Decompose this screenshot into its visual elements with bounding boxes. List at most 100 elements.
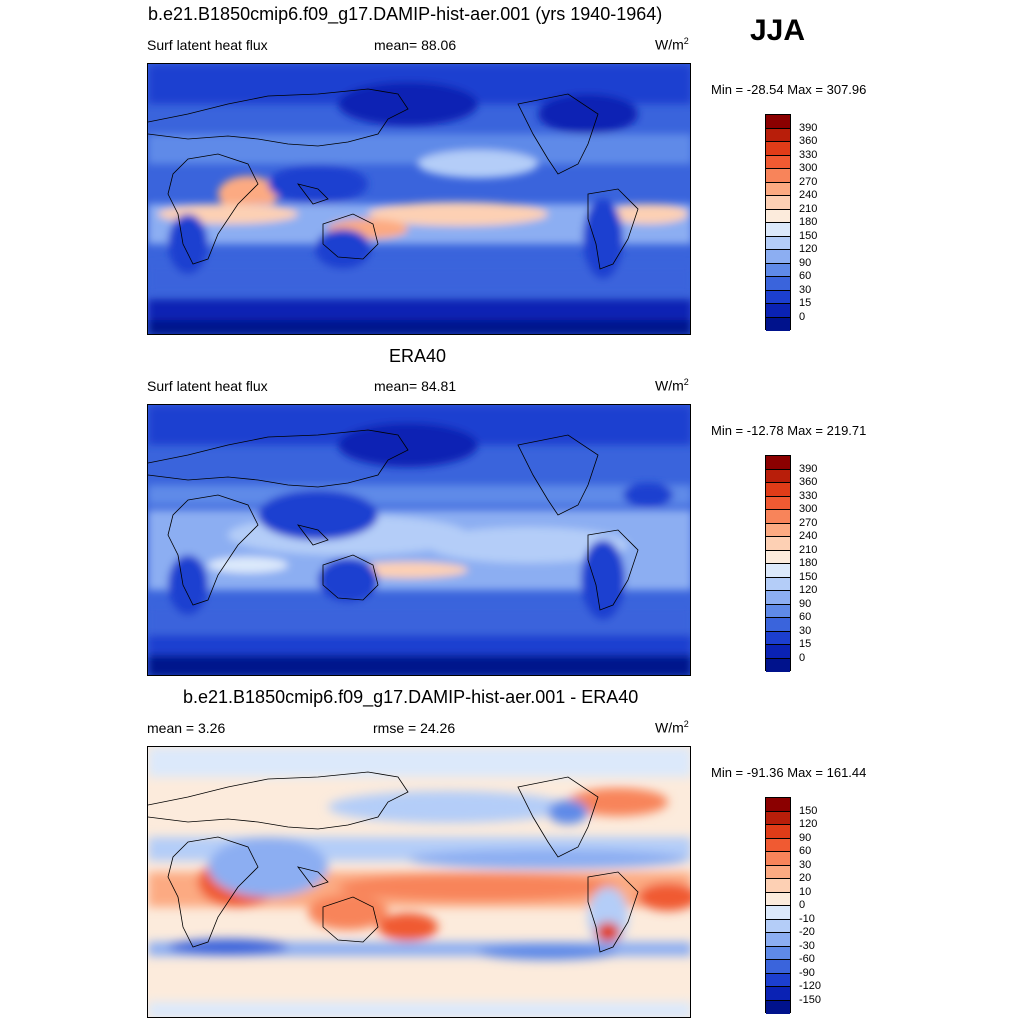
colorbar-tick-label: 150 xyxy=(799,804,818,817)
panel1-variable-label: Surf latent heat flux xyxy=(147,37,268,53)
colorbar-swatch xyxy=(766,1000,790,1014)
colorbar-swatch xyxy=(766,645,790,659)
colorbar-swatch xyxy=(766,537,790,551)
colorbar-swatch xyxy=(766,277,790,291)
colorbar-tick-label: 270 xyxy=(799,516,818,529)
colorbar-tick-label: 0 xyxy=(799,310,806,323)
colorbar-swatch xyxy=(766,223,790,237)
colorbar-swatch xyxy=(766,618,790,632)
panel3-mean-label: mean = 3.26 xyxy=(147,720,226,736)
colorbar-swatch xyxy=(766,236,790,250)
colorbar-tick-label: -10 xyxy=(799,912,815,925)
colorbar-tick-label: -90 xyxy=(799,966,815,979)
colorbar-tick-label: -150 xyxy=(799,993,822,1006)
colorbar-swatch xyxy=(766,933,790,947)
colorbar-tick-label: 60 xyxy=(799,611,812,623)
colorbar-tick-label: 150 xyxy=(799,570,818,583)
colorbar-swatch xyxy=(766,811,790,825)
colorbar-tick-label: 90 xyxy=(799,597,812,610)
colorbar-tick-label: -20 xyxy=(799,926,815,938)
colorbar-tick-label: 60 xyxy=(799,845,812,857)
colorbar-swatch xyxy=(766,523,790,537)
colorbar-swatch xyxy=(766,155,790,169)
colorbar-swatch xyxy=(766,879,790,893)
panel2-units: W/m2 xyxy=(655,377,689,394)
colorbar-tick-label: 90 xyxy=(799,831,812,844)
panel3-colorbar xyxy=(765,797,791,1014)
colorbar-swatch xyxy=(766,577,790,591)
colorbar-swatch xyxy=(766,838,790,852)
colorbar-swatch xyxy=(766,906,790,920)
colorbar-tick-label: 210 xyxy=(799,543,818,556)
colorbar-swatch xyxy=(766,169,790,183)
colorbar-swatch xyxy=(766,182,790,196)
colorbar-swatch xyxy=(766,987,790,1001)
colorbar-swatch xyxy=(766,865,790,879)
colorbar-swatch xyxy=(766,550,790,564)
colorbar-tick-label: 150 xyxy=(799,229,818,242)
colorbar-tick-label: 20 xyxy=(799,872,812,884)
colorbar-tick-label: 30 xyxy=(799,283,812,296)
colorbar-swatch xyxy=(766,892,790,906)
colorbar-tick-label: 360 xyxy=(799,476,818,488)
panel2-variable-label: Surf latent heat flux xyxy=(147,378,268,394)
colorbar-tick-label: 120 xyxy=(799,584,818,596)
panel2-colorbar xyxy=(765,455,791,672)
colorbar-swatch xyxy=(766,960,790,974)
colorbar-swatch xyxy=(766,658,790,672)
colorbar-tick-label: -120 xyxy=(799,980,822,992)
panel3-title: b.e21.B1850cmip6.f09_g17.DAMIP-hist-aer.… xyxy=(183,687,639,707)
colorbar-tick-label: 0 xyxy=(799,899,806,911)
colorbar-tick-label: -60 xyxy=(799,953,815,965)
colorbar-tick-label: 90 xyxy=(799,256,812,269)
colorbar-tick-label: 330 xyxy=(799,148,818,161)
colorbar-tick-label: 330 xyxy=(799,489,818,502)
panel2-minmax: Min = -12.78 Max = 219.71 xyxy=(711,423,867,438)
panel2-map xyxy=(147,404,691,676)
colorbar-tick-label: 60 xyxy=(799,270,812,282)
colorbar-swatch xyxy=(766,591,790,605)
colorbar-swatch xyxy=(766,631,790,645)
colorbar-swatch xyxy=(766,496,790,510)
colorbar-swatch xyxy=(766,304,790,318)
colorbar-swatch xyxy=(766,825,790,839)
colorbar-tick-label: 240 xyxy=(799,189,818,201)
panel1-title: b.e21.B1850cmip6.f09_g17.DAMIP-hist-aer.… xyxy=(148,4,663,24)
colorbar-tick-label: 240 xyxy=(799,530,818,542)
colorbar-tick-label: 180 xyxy=(799,557,818,569)
colorbar-tick-label: 120 xyxy=(799,243,818,255)
panel1-units: W/m2 xyxy=(655,36,689,53)
colorbar-tick-label: 0 xyxy=(799,651,806,664)
panel3-minmax: Min = -91.36 Max = 161.44 xyxy=(711,765,867,780)
colorbar-swatch xyxy=(766,973,790,987)
colorbar-swatch xyxy=(766,456,790,470)
colorbar-tick-label: 390 xyxy=(799,121,818,134)
panel2-mean-label: mean= 84.81 xyxy=(374,378,457,394)
panel3-units: W/m2 xyxy=(655,719,689,736)
colorbar-tick-label: 120 xyxy=(799,818,818,830)
colorbar-swatch xyxy=(766,564,790,578)
colorbar-swatch xyxy=(766,115,790,129)
colorbar-swatch xyxy=(766,852,790,866)
season-label: JJA xyxy=(750,14,806,47)
colorbar-swatch xyxy=(766,510,790,524)
colorbar-swatch xyxy=(766,604,790,618)
colorbar-swatch xyxy=(766,142,790,156)
panel3-rmse-label: rmse = 24.26 xyxy=(373,720,456,736)
colorbar-tick-label: 15 xyxy=(799,638,812,650)
colorbar-swatch xyxy=(766,469,790,483)
colorbar-swatch xyxy=(766,946,790,960)
colorbar-tick-label: -30 xyxy=(799,939,815,952)
colorbar-tick-label: 300 xyxy=(799,503,818,515)
colorbar-tick-label: 300 xyxy=(799,162,818,174)
colorbar-tick-label: 270 xyxy=(799,175,818,188)
colorbar-tick-label: 30 xyxy=(799,858,812,871)
colorbar-tick-label: 360 xyxy=(799,135,818,147)
colorbar-swatch xyxy=(766,196,790,210)
colorbar-tick-label: 390 xyxy=(799,462,818,475)
colorbar-swatch xyxy=(766,209,790,223)
colorbar-swatch xyxy=(766,128,790,142)
colorbar-swatch xyxy=(766,919,790,933)
colorbar-swatch xyxy=(766,290,790,304)
panel1-colorbar xyxy=(765,114,791,331)
